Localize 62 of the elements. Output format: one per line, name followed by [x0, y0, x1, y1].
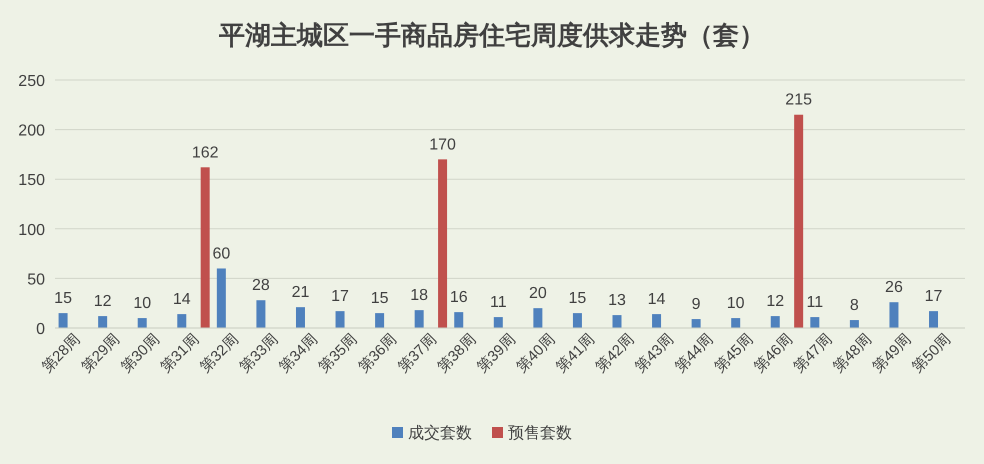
- y-tick-label: 200: [18, 122, 46, 140]
- data-label: 15: [54, 290, 72, 308]
- data-label: 20: [528, 285, 547, 302]
- y-tick-label: 0: [36, 321, 46, 338]
- data-label: 10: [133, 295, 152, 312]
- bar: [494, 317, 503, 328]
- y-tick-label: 100: [18, 222, 46, 239]
- bar: [794, 114, 804, 328]
- data-label: 11: [806, 294, 824, 312]
- chart-title: 平湖主城区一手商品房住宅周度供求走势（套）: [218, 21, 765, 50]
- bar: [572, 313, 582, 328]
- bar: [850, 320, 859, 328]
- data-label: 13: [608, 292, 626, 310]
- bar: [296, 307, 305, 328]
- data-label: 162: [192, 144, 219, 162]
- bar: [731, 318, 740, 328]
- y-tick-label: 250: [18, 73, 46, 90]
- data-label: 170: [429, 136, 456, 154]
- 成交套数: 15 12 10 14 60 28 21 17 15 18 16 11 20 15 13 14 9 10 12 11 8 26 17: [54, 245, 942, 328]
- data-label: 16: [450, 289, 468, 306]
- bar: [454, 312, 464, 328]
- data-label: 17: [331, 288, 350, 306]
- bar: [810, 317, 820, 328]
- data-label: 10: [726, 295, 745, 312]
- data-label: 12: [94, 293, 112, 310]
- bar: [692, 319, 701, 328]
- bar: [58, 313, 68, 328]
- bar: [138, 318, 147, 328]
- bar: [177, 314, 186, 328]
- data-label: 9: [692, 296, 701, 314]
- data-label: 12: [766, 293, 784, 310]
- data-label: 14: [648, 291, 666, 308]
- data-label: 14: [172, 291, 191, 308]
- data-label: 28: [252, 277, 270, 294]
- data-label: 17: [924, 288, 943, 306]
- bar: [98, 316, 108, 328]
- y-tick-label: 50: [27, 271, 46, 288]
- legend-label: 成交套数: [408, 424, 472, 442]
- bar: [612, 315, 622, 328]
- data-label: 15: [370, 290, 389, 308]
- data-label: 26: [885, 279, 903, 296]
- bar: [414, 310, 424, 328]
- bar: [256, 300, 266, 328]
- data-label: 11: [490, 294, 507, 312]
- data-label: 21: [292, 284, 310, 302]
- bar: [200, 167, 210, 328]
- bar: [652, 314, 662, 328]
- legend-label: 预售套数: [508, 425, 572, 442]
- bar: [216, 268, 226, 328]
- bar: [375, 313, 384, 328]
- bar: [770, 316, 780, 328]
- bar: [889, 302, 898, 328]
- bar: [336, 311, 345, 328]
- data-label: 60: [212, 245, 230, 262]
- y-tick-label: 150: [18, 172, 46, 190]
- data-label: 215: [785, 92, 812, 109]
- bar: [929, 311, 938, 328]
- bar: [438, 159, 448, 328]
- data-label: 8: [850, 297, 859, 314]
- bar: [533, 308, 542, 328]
- data-label: 18: [410, 287, 428, 304]
- data-label: 15: [568, 290, 586, 308]
